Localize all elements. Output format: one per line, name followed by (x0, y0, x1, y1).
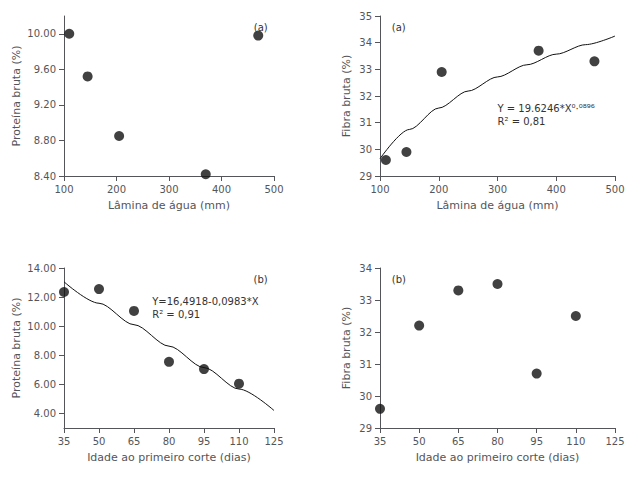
svg-text:9.60: 9.60 (34, 64, 56, 75)
svg-text:35: 35 (58, 436, 71, 447)
svg-text:500: 500 (605, 184, 624, 195)
svg-text:125: 125 (264, 436, 283, 447)
svg-text:14.00: 14.00 (27, 263, 56, 274)
svg-text:Lâmina de água (mm): Lâmina de água (mm) (108, 199, 230, 212)
svg-text:Y=16,4918-0,0983*X: Y=16,4918-0,0983*X (151, 296, 258, 307)
svg-text:125: 125 (605, 436, 624, 447)
svg-text:33: 33 (359, 295, 372, 306)
svg-text:35: 35 (359, 11, 372, 22)
svg-text:10.00: 10.00 (27, 28, 56, 39)
svg-text:65: 65 (452, 436, 465, 447)
svg-text:80: 80 (163, 436, 176, 447)
svg-text:(a): (a) (254, 22, 268, 33)
svg-text:50: 50 (413, 436, 426, 447)
svg-text:(b): (b) (392, 274, 406, 285)
svg-text:Lâmina de água (mm): Lâmina de água (mm) (436, 199, 558, 212)
svg-text:110: 110 (566, 436, 585, 447)
svg-text:Idade ao primeiro corte (dias): Idade ao primeiro corte (dias) (87, 451, 251, 464)
svg-text:95: 95 (530, 436, 543, 447)
svg-text:32: 32 (359, 327, 372, 338)
svg-text:Idade ao primeiro corte (dias): Idade ao primeiro corte (dias) (416, 451, 580, 464)
svg-text:100: 100 (370, 184, 389, 195)
svg-text:95: 95 (198, 436, 211, 447)
svg-text:(a): (a) (392, 22, 406, 33)
svg-text:300: 300 (159, 184, 178, 195)
svg-text:4.00: 4.00 (34, 408, 56, 419)
svg-text:R² = 0,91: R² = 0,91 (152, 309, 200, 320)
svg-text:29: 29 (359, 423, 372, 434)
svg-text:Y = 19.6246*X⁰·⁰⁸⁹⁶: Y = 19.6246*X⁰·⁰⁸⁹⁶ (497, 103, 595, 114)
svg-text:30: 30 (359, 391, 372, 402)
svg-text:29: 29 (359, 171, 372, 182)
svg-text:6.00: 6.00 (34, 379, 56, 390)
svg-text:31: 31 (359, 359, 372, 370)
svg-text:12.00: 12.00 (27, 292, 56, 303)
svg-text:200: 200 (107, 184, 126, 195)
svg-text:34: 34 (359, 263, 372, 274)
svg-text:8.40: 8.40 (34, 171, 56, 182)
svg-text:(b): (b) (254, 274, 268, 285)
svg-text:200: 200 (429, 184, 448, 195)
svg-text:300: 300 (488, 184, 507, 195)
svg-text:R² = 0,81: R² = 0,81 (498, 116, 546, 127)
svg-text:34: 34 (359, 37, 372, 48)
svg-text:Proteína bruta (%): Proteína bruta (%) (10, 298, 23, 399)
svg-text:500: 500 (264, 184, 283, 195)
svg-text:33: 33 (359, 64, 372, 75)
svg-text:65: 65 (128, 436, 141, 447)
svg-text:100: 100 (54, 184, 73, 195)
svg-text:Fibra bruta (%): Fibra bruta (%) (340, 55, 353, 137)
svg-text:10.00: 10.00 (27, 321, 56, 332)
svg-text:35: 35 (374, 436, 387, 447)
svg-text:50: 50 (93, 436, 106, 447)
svg-text:31: 31 (359, 117, 372, 128)
svg-text:400: 400 (212, 184, 231, 195)
svg-text:9.20: 9.20 (34, 99, 56, 110)
svg-text:110: 110 (229, 436, 248, 447)
svg-text:400: 400 (547, 184, 566, 195)
svg-text:30: 30 (359, 144, 372, 155)
svg-text:8.80: 8.80 (34, 135, 56, 146)
svg-text:32: 32 (359, 91, 372, 102)
svg-text:Proteína bruta (%): Proteína bruta (%) (10, 46, 23, 147)
svg-text:8.00: 8.00 (34, 350, 56, 361)
svg-text:Fibra bruta (%): Fibra bruta (%) (340, 307, 353, 389)
svg-text:80: 80 (491, 436, 504, 447)
